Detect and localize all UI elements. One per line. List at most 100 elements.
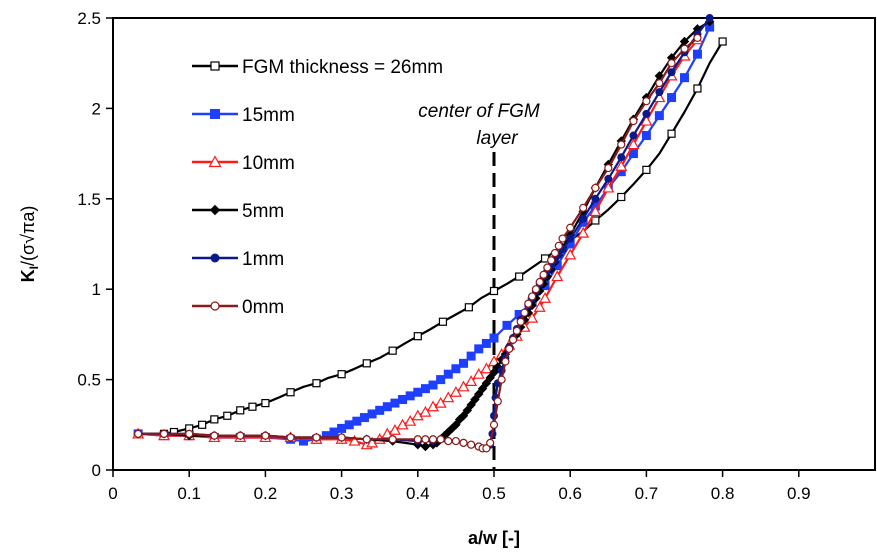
data-point	[629, 131, 638, 140]
data-point	[533, 301, 546, 312]
data-point	[654, 111, 664, 121]
data-point	[210, 431, 219, 440]
data-point	[434, 396, 447, 408]
x-axis-title: a/w [-]	[468, 528, 520, 548]
data-point	[210, 253, 220, 263]
data-point	[485, 373, 495, 383]
y-tick-label: 1	[92, 280, 101, 299]
data-point	[248, 402, 257, 411]
y-tick-label: 2	[92, 99, 101, 118]
data-point	[487, 355, 501, 367]
data-point	[539, 292, 552, 303]
data-point	[337, 423, 347, 433]
data-point	[474, 389, 484, 399]
data-point	[261, 399, 270, 408]
data-point	[489, 286, 499, 296]
data-point	[617, 192, 626, 202]
series-0	[134, 37, 727, 438]
data-point	[615, 160, 628, 171]
x-tick-label: 0.6	[558, 484, 582, 503]
y-axis-title: KI/(σ√πa)	[18, 206, 41, 283]
data-point	[462, 405, 473, 416]
data-point	[449, 386, 462, 397]
data-point	[420, 441, 431, 452]
series-2	[132, 33, 704, 450]
x-tick-label: 0.4	[406, 484, 430, 503]
data-point	[489, 367, 499, 378]
x-tick-label: 0.9	[787, 484, 811, 503]
data-point	[405, 391, 415, 401]
data-point	[489, 333, 499, 343]
data-point	[641, 131, 651, 141]
data-point	[680, 73, 689, 83]
x-tick-label: 0.7	[635, 484, 659, 503]
data-point	[512, 326, 521, 335]
data-point	[398, 394, 408, 404]
series-line	[138, 20, 711, 448]
data-point	[382, 402, 392, 412]
data-point	[527, 292, 537, 301]
series-1	[133, 22, 715, 446]
series-line	[138, 17, 711, 450]
data-point	[337, 433, 346, 442]
data-point	[444, 436, 453, 446]
data-point	[482, 444, 491, 453]
data-point	[543, 263, 552, 272]
data-point	[465, 375, 478, 387]
annotation-line2: layer	[476, 128, 518, 149]
data-point	[539, 270, 548, 279]
data-point	[531, 285, 541, 294]
data-point	[210, 301, 220, 311]
data-point	[667, 59, 676, 68]
data-point	[261, 431, 270, 440]
data-point	[627, 138, 640, 150]
data-point	[352, 416, 362, 426]
data-point	[617, 153, 626, 162]
legend-item: 0mm	[192, 297, 284, 318]
data-point	[362, 435, 371, 444]
series-5	[134, 33, 702, 453]
legend-item: 15mm	[192, 105, 295, 126]
x-tick-label: 0	[108, 484, 117, 503]
data-point	[438, 317, 448, 326]
data-point	[286, 388, 295, 397]
data-point	[428, 435, 438, 444]
data-point	[579, 214, 588, 223]
data-point	[329, 427, 339, 437]
data-point	[419, 405, 432, 417]
legend-label: 15mm	[242, 105, 295, 126]
data-point	[472, 367, 485, 379]
legend-item: 5mm	[192, 201, 284, 222]
data-point	[413, 435, 422, 444]
data-point	[655, 78, 664, 88]
data-point	[520, 308, 529, 317]
data-point	[223, 411, 232, 420]
data-point	[451, 364, 461, 374]
data-point	[375, 405, 385, 415]
legend: FGM thickness = 26mm 15mm 10mm 5mm 1mm 0mm	[192, 57, 443, 318]
data-point	[481, 378, 492, 388]
x-tick-label: 0.5	[482, 484, 506, 503]
data-point	[474, 344, 484, 354]
data-point	[236, 431, 245, 440]
data-point	[413, 332, 422, 341]
data-point	[159, 429, 169, 438]
data-point	[404, 414, 417, 426]
series-line	[138, 26, 711, 443]
x-tick-label: 0.2	[254, 484, 278, 503]
data-point	[502, 320, 512, 330]
data-point	[208, 155, 222, 168]
data-point	[566, 223, 575, 232]
data-point	[420, 384, 430, 394]
data-point	[286, 433, 295, 442]
data-point	[421, 435, 430, 444]
y-axis-title-sub: I	[27, 266, 41, 269]
legend-label: FGM thickness = 26mm	[242, 57, 443, 78]
data-point	[589, 205, 602, 217]
data-point	[640, 114, 653, 126]
data-point	[210, 109, 220, 119]
data-point	[486, 438, 495, 447]
data-point	[466, 400, 476, 410]
data-point	[388, 435, 397, 444]
